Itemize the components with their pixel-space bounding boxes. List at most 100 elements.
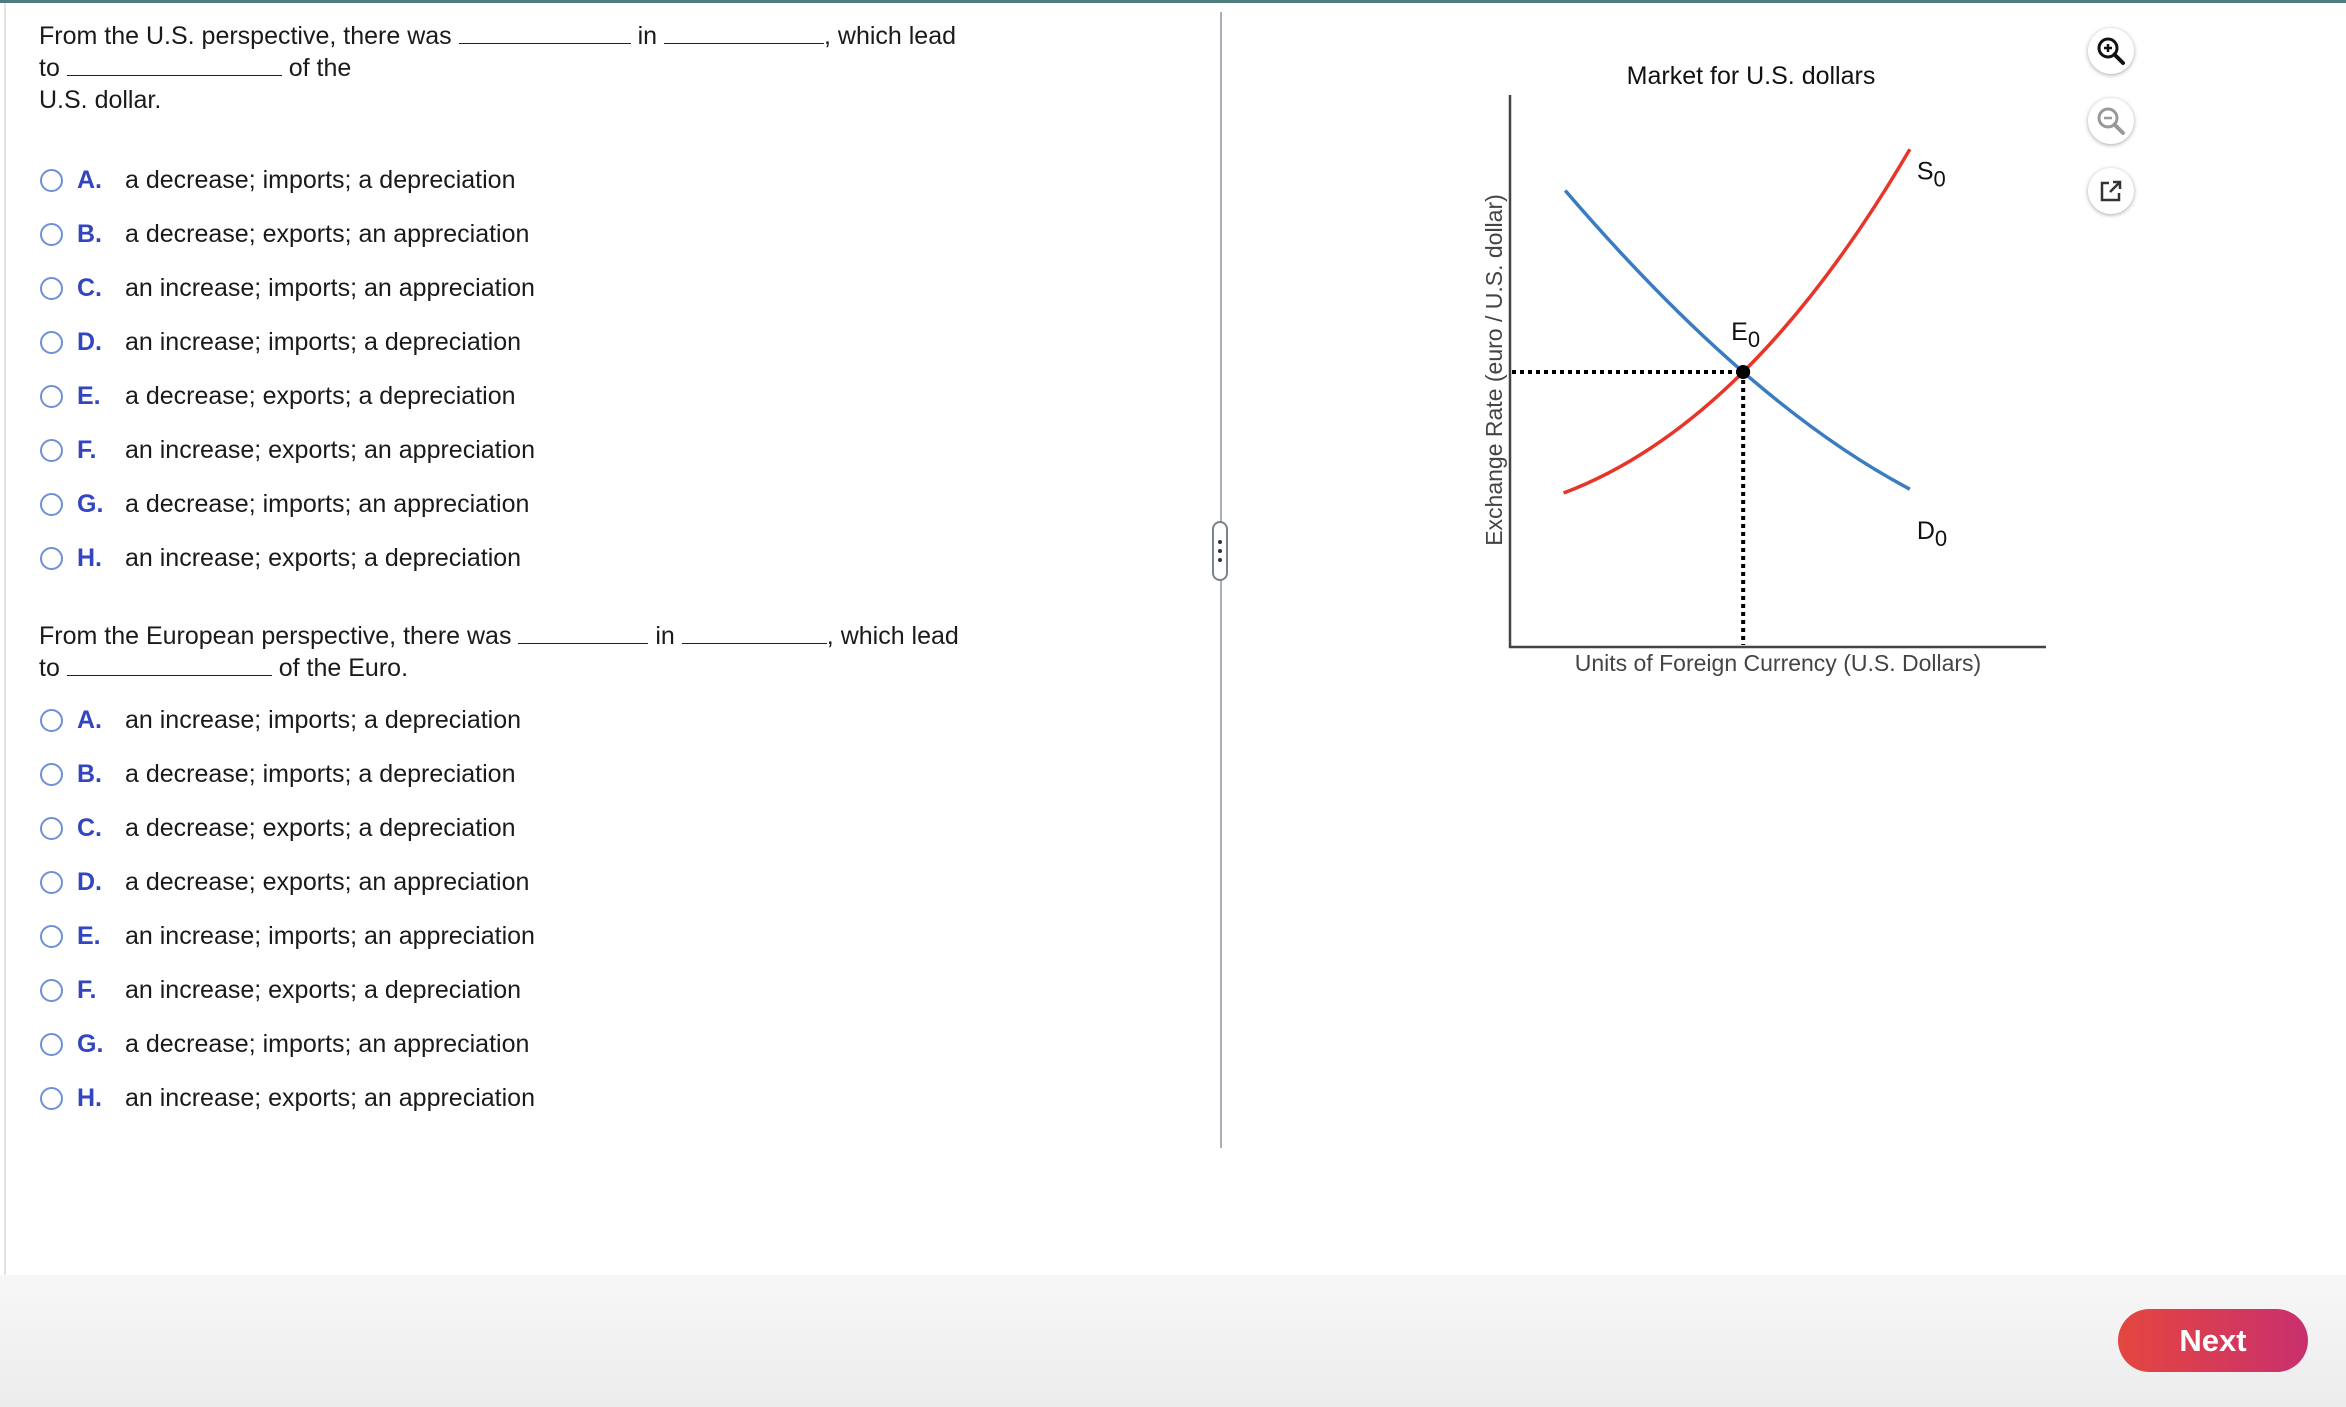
blank [458, 21, 631, 44]
radio-button[interactable] [40, 546, 63, 570]
radio-button[interactable] [40, 708, 63, 732]
option-text: a decrease; imports; an appreciation [125, 489, 530, 518]
next-button[interactable]: Next [2118, 1309, 2308, 1372]
zoom-in-button[interactable] [2088, 28, 2134, 74]
answer-option-d[interactable]: D. an increase; imports; a depreciation [40, 322, 521, 362]
answer-option-f[interactable]: F. an increase; exports; a depreciation [40, 970, 521, 1010]
option-text: an increase; exports; a depreciation [125, 543, 522, 572]
answer-option-b[interactable]: B. a decrease; exports; an appreciation [40, 214, 529, 254]
option-text: an increase; exports; an appreciation [125, 1083, 535, 1112]
prompt-text: , which lead [824, 22, 957, 50]
prompt-text: of the Euro. [278, 654, 409, 682]
option-text: an increase; exports; a depreciation [125, 975, 522, 1004]
radio-button[interactable] [40, 276, 63, 300]
x-axis-label: Units of Foreign Currency (U.S. Dollars) [1575, 650, 1981, 676]
option-letter: A. [77, 705, 102, 734]
option-letter: H. [77, 543, 102, 572]
option-letter: H. [77, 1083, 102, 1112]
footer-bar [0, 1275, 2346, 1407]
prompt-text: U.S. dollar. [39, 86, 162, 114]
option-text: a decrease; exports; a depreciation [125, 813, 516, 842]
answer-option-a[interactable]: A. a decrease; imports; a depreciation [40, 160, 516, 200]
radio-button[interactable] [40, 330, 63, 354]
option-letter: G. [77, 1029, 104, 1058]
option-letter: F. [77, 975, 97, 1004]
prompt-text: in [637, 22, 658, 50]
option-letter: D. [77, 867, 102, 896]
prompt-text: From the European perspective, there was [39, 622, 512, 650]
option-text: an increase; imports; a depreciation [125, 705, 522, 734]
answer-option-c[interactable]: C. an increase; imports; an appreciation [40, 268, 535, 308]
answer-option-d[interactable]: D. a decrease; exports; an appreciation [40, 862, 529, 902]
radio-button[interactable] [40, 1086, 63, 1110]
radio-button[interactable] [40, 492, 63, 516]
radio-button[interactable] [40, 168, 63, 192]
radio-button[interactable] [40, 438, 63, 462]
option-letter: A. [77, 165, 102, 194]
option-text: an increase; imports; a depreciation [125, 327, 522, 356]
equilibrium-label: E0 [1731, 318, 1760, 352]
radio-button[interactable] [40, 762, 63, 786]
option-text: a decrease; imports; a depreciation [125, 165, 516, 194]
left-border [4, 3, 6, 1275]
option-letter: E. [77, 921, 101, 950]
answer-option-h[interactable]: H. an increase; exports; a depreciation [40, 538, 521, 578]
prompt-text: in [655, 622, 675, 650]
option-letter: B. [77, 759, 102, 788]
blank [664, 21, 824, 44]
answer-option-a[interactable]: A. an increase; imports; a depreciation [40, 700, 521, 740]
answer-option-f[interactable]: F. an increase; exports; an appreciation [40, 430, 535, 470]
blank [518, 621, 649, 644]
answer-option-h[interactable]: H. an increase; exports; an appreciation [40, 1078, 535, 1118]
option-letter: B. [77, 219, 102, 248]
radio-button[interactable] [40, 1032, 63, 1056]
option-text: a decrease; imports; an appreciation [125, 1029, 530, 1058]
option-letter: D. [77, 327, 102, 356]
prompt-text: to [39, 54, 60, 82]
radio-button[interactable] [40, 924, 63, 948]
option-text: a decrease; exports; an appreciation [125, 219, 530, 248]
question-1-prompt: From the U.S. perspective, there was in … [39, 20, 1019, 116]
option-letter: C. [77, 273, 102, 302]
answer-option-g[interactable]: G. a decrease; imports; an appreciation [40, 484, 529, 524]
answer-option-c[interactable]: C. a decrease; exports; a depreciation [40, 808, 516, 848]
equilibrium-point [1736, 365, 1751, 379]
top-border [0, 0, 2346, 3]
zoom-in-icon [2097, 37, 2125, 65]
answer-option-e[interactable]: E. a decrease; exports; a depreciation [40, 376, 516, 416]
answer-option-b[interactable]: B. a decrease; imports; a depreciation [40, 754, 516, 794]
prompt-text: From the U.S. perspective, there was [39, 22, 452, 50]
blank [66, 53, 282, 76]
answer-option-g[interactable]: G. a decrease; imports; an appreciation [40, 1024, 529, 1064]
external-link-icon [2100, 180, 2122, 202]
option-text: a decrease; exports; an appreciation [125, 867, 530, 896]
radio-button[interactable] [40, 978, 63, 1002]
pane-resize-handle[interactable] [1212, 521, 1228, 581]
s0-label: S0 [1917, 157, 1946, 191]
prompt-text: to [39, 654, 60, 682]
d0-label: D0 [1917, 517, 1947, 551]
radio-button[interactable] [40, 222, 63, 246]
option-text: an increase; exports; an appreciation [125, 435, 535, 464]
radio-button[interactable] [40, 384, 63, 408]
radio-button[interactable] [40, 816, 63, 840]
answer-option-e[interactable]: E. an increase; imports; an appreciation [40, 916, 535, 956]
prompt-text: of the [288, 54, 352, 82]
blank [681, 621, 827, 644]
option-text: an increase; imports; an appreciation [125, 273, 535, 302]
zoom-out-icon [2097, 107, 2125, 135]
zoom-out-button[interactable] [2088, 98, 2134, 144]
chart-title: Market for U.S. dollars [1627, 62, 1876, 90]
option-letter: C. [77, 813, 102, 842]
option-letter: F. [77, 435, 97, 464]
option-letter: E. [77, 381, 101, 410]
radio-button[interactable] [40, 870, 63, 894]
option-letter: G. [77, 489, 104, 518]
y-axis-label: Exchange Rate (euro / U.S. dollar) [1481, 194, 1507, 546]
prompt-text: , which lead [826, 622, 959, 650]
option-text: an increase; imports; an appreciation [125, 921, 535, 950]
option-text: a decrease; exports; a depreciation [125, 381, 516, 410]
blank [66, 653, 272, 676]
supply-demand-chart: Market for U.S. dollars Units of Foreign… [1481, 62, 2046, 676]
open-in-new-window-button[interactable] [2088, 168, 2134, 214]
